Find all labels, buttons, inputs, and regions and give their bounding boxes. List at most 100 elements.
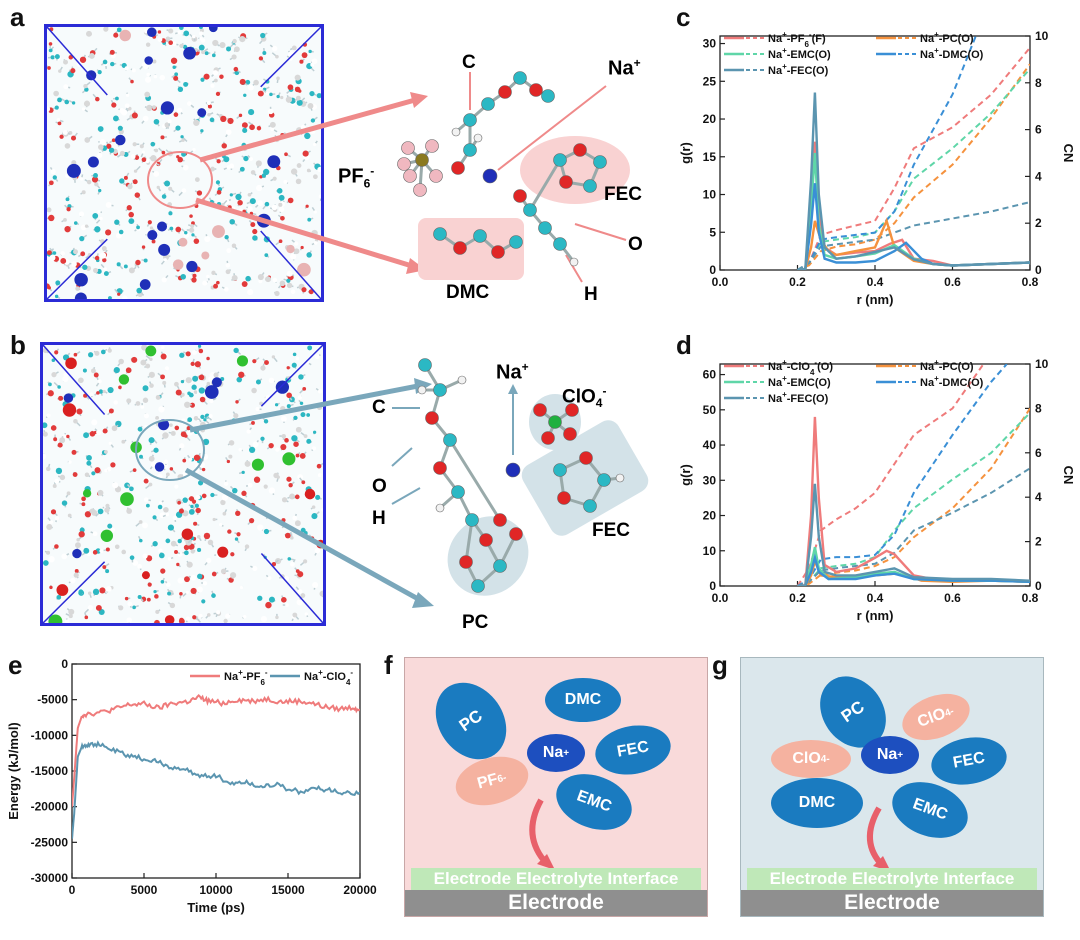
atom [88, 53, 95, 59]
atom [211, 270, 216, 275]
y2-tick-label: 10 [1035, 29, 1049, 43]
atom [190, 587, 197, 594]
atom [100, 349, 106, 355]
atom [78, 531, 85, 538]
atom [243, 93, 247, 97]
atom [97, 126, 104, 132]
legend-text-part: + [934, 374, 939, 383]
atom [274, 403, 279, 407]
atom [47, 106, 51, 112]
atom [190, 549, 195, 554]
atom [122, 295, 128, 299]
o-atom [559, 175, 573, 189]
atom [59, 134, 64, 139]
atom [157, 37, 163, 42]
atom [190, 574, 197, 581]
atom [99, 252, 107, 259]
atom [82, 264, 88, 270]
atom [278, 202, 283, 207]
atom [193, 390, 198, 394]
atom [257, 274, 264, 281]
atom [196, 190, 203, 196]
pointer-o [574, 223, 627, 241]
atom [143, 258, 148, 263]
na-ellipse-f: Na + [527, 734, 585, 772]
atom [220, 568, 227, 574]
atom [281, 497, 288, 503]
atom [140, 405, 145, 409]
atom [199, 31, 204, 36]
atom [312, 581, 319, 588]
atom [191, 221, 195, 225]
c-atom [418, 358, 432, 372]
atom [227, 117, 234, 125]
na-ellipse-g: Na + [861, 736, 919, 774]
atom [300, 593, 306, 598]
atom [128, 211, 134, 218]
atom [212, 70, 219, 76]
legend-text-part: Na [768, 361, 783, 373]
atom [111, 425, 118, 432]
atom [238, 448, 242, 452]
atom [110, 61, 115, 67]
atom [57, 97, 62, 103]
atom [195, 494, 201, 500]
atom [49, 520, 54, 524]
atom [249, 198, 256, 205]
h-atom [457, 375, 467, 385]
atom [186, 426, 191, 431]
atom [183, 544, 190, 551]
ion-sphere [63, 393, 74, 403]
atom [294, 74, 301, 81]
o-atom [565, 403, 579, 417]
atom [130, 79, 134, 84]
atom [118, 385, 122, 390]
atom [148, 455, 155, 462]
atom [223, 199, 230, 205]
atom [167, 591, 172, 596]
y-tick-label: 60 [703, 368, 717, 382]
simulation-box-b [40, 342, 326, 626]
atom [304, 132, 311, 140]
atom [309, 90, 315, 97]
atom [133, 169, 138, 173]
atom [193, 521, 198, 526]
fec-highlight [520, 136, 630, 204]
atom [301, 480, 306, 485]
atom [47, 286, 51, 290]
atom [84, 224, 89, 228]
bond [464, 519, 474, 563]
atom [174, 550, 178, 554]
y-tick-label: 50 [703, 403, 717, 417]
atom [318, 194, 321, 199]
energy-chart-e: 0 5000 10000 15000 20000 0 -5000 -10000 -15000 -2… [6, 657, 377, 915]
atom [96, 429, 102, 436]
atom [43, 431, 48, 437]
atom [219, 42, 226, 49]
pointer-h [565, 254, 583, 283]
label-b-c: C [372, 397, 386, 418]
atom [311, 58, 318, 65]
atom [99, 548, 104, 554]
atom [63, 217, 67, 222]
atom [111, 102, 117, 108]
atom [263, 168, 270, 176]
atom [244, 544, 250, 549]
atom [182, 471, 187, 476]
y2-tick-label: 4 [1035, 490, 1042, 504]
atom [143, 63, 149, 70]
atom [215, 91, 221, 97]
legend-text-part: Na [304, 671, 319, 683]
atom [72, 472, 78, 477]
atom [132, 605, 136, 610]
ion-sphere [186, 260, 198, 273]
legend-text-part: Na [768, 393, 783, 405]
atom [75, 542, 81, 549]
na-atom [482, 168, 498, 184]
atom [209, 117, 215, 123]
atom [207, 539, 214, 546]
atom [102, 59, 108, 65]
atom [234, 537, 239, 541]
atom [145, 503, 150, 508]
atom [169, 226, 174, 231]
